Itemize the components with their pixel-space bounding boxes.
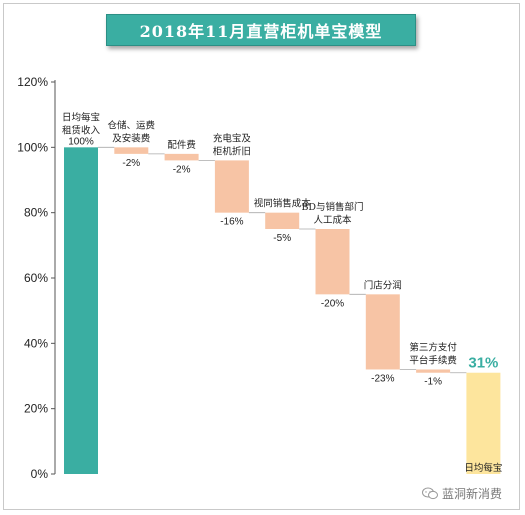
- y-tick-label: 100%: [17, 140, 48, 154]
- y-tick-label: 120%: [17, 75, 48, 89]
- category-label: 及安装费: [112, 132, 150, 144]
- category-label: 平台手续费: [409, 354, 457, 366]
- value-label: 100%: [68, 136, 94, 147]
- y-tick-label: 60%: [24, 271, 48, 285]
- category-label: 门店分润: [364, 279, 402, 291]
- value-label: -23%: [371, 373, 394, 384]
- value-label: -2%: [173, 164, 191, 175]
- bar-7: [365, 294, 400, 370]
- value-label: -1%: [424, 377, 442, 388]
- y-tick-label: 20%: [24, 402, 48, 416]
- value-label: -5%: [273, 233, 291, 244]
- category-label: 人工成本: [313, 214, 352, 226]
- bar-6: [315, 229, 350, 295]
- bar-8: [416, 369, 451, 373]
- value-label: -16%: [220, 217, 243, 228]
- bar-4: [214, 160, 249, 213]
- category-label: 视同销售成本: [254, 198, 312, 210]
- category-label: 日均每宝: [62, 111, 100, 123]
- bar-5: [265, 212, 300, 229]
- category-label: 充电宝及: [213, 132, 252, 144]
- watermark-text: 蓝洞新消费: [442, 487, 503, 501]
- category-label: 配件费: [167, 139, 196, 151]
- y-tick-label: 0%: [31, 467, 49, 481]
- chart-title: 2018年11月直营柜机单宝模型: [106, 14, 416, 46]
- category-label: 第三方支付: [409, 341, 457, 353]
- category-label: 租赁收入: [62, 124, 101, 136]
- watermark: 蓝洞新消费: [422, 485, 502, 502]
- category-label: 日均每宝: [464, 462, 502, 474]
- value-label: -2%: [122, 158, 140, 169]
- category-label: BD与销售部门: [301, 201, 363, 213]
- category-label: 仓储、运费: [108, 119, 156, 131]
- y-tick-label: 40%: [24, 336, 48, 350]
- bar-3: [164, 153, 199, 161]
- bar-9: [466, 372, 501, 474]
- bar-1: [64, 147, 98, 475]
- final-value-label: 31%: [468, 355, 498, 372]
- category-label: 柜机折旧: [213, 145, 251, 157]
- value-label: -20%: [321, 298, 344, 309]
- y-tick-label: 80%: [24, 206, 48, 220]
- bar-2: [114, 147, 149, 154]
- wechat-icon: [422, 487, 438, 500]
